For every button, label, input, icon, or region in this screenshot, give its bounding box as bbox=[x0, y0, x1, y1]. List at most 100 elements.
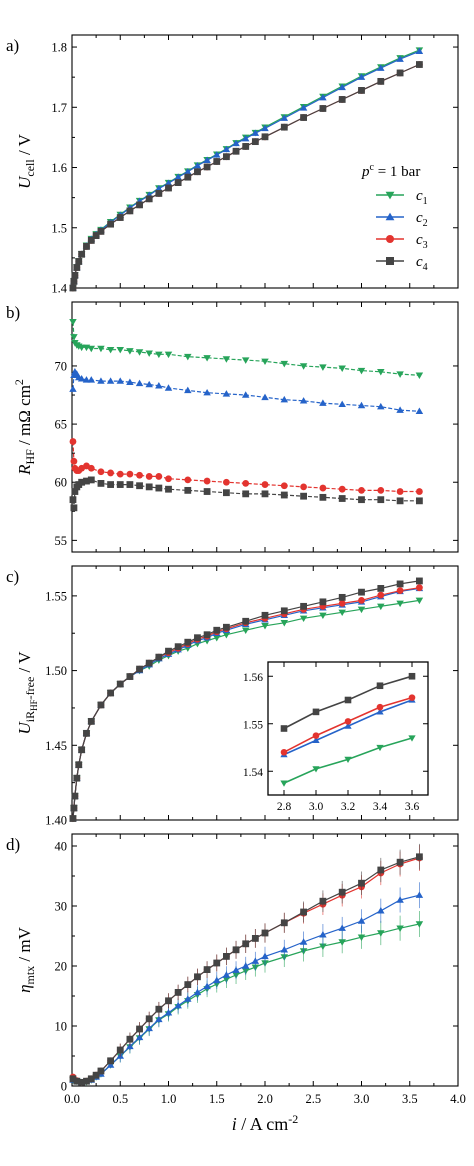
data-point-c4 bbox=[408, 672, 416, 680]
data-point-c4 bbox=[358, 496, 365, 504]
data-point-c4 bbox=[155, 1005, 163, 1013]
data-point-c4 bbox=[416, 577, 423, 585]
x-tick-label: 3.2 bbox=[341, 801, 356, 813]
data-point-c4 bbox=[338, 593, 346, 601]
data-point-c1 bbox=[319, 612, 327, 620]
text-run: 1 bbox=[423, 196, 428, 207]
data-point-c4 bbox=[194, 168, 201, 176]
data-point-c4 bbox=[377, 77, 385, 85]
data-point-c4 bbox=[223, 153, 230, 161]
data-point-c2 bbox=[213, 976, 221, 984]
panel-label: d) bbox=[6, 835, 20, 854]
data-point-c2 bbox=[415, 407, 424, 415]
data-point-c4 bbox=[251, 935, 259, 942]
y-tick-label: 55 bbox=[55, 534, 68, 548]
series-line-c1 bbox=[72, 321, 420, 376]
data-point-c4 bbox=[280, 123, 288, 131]
data-point-c4 bbox=[136, 665, 143, 673]
data-point-c2 bbox=[193, 161, 202, 169]
x-tick-label: 3.5 bbox=[402, 1092, 418, 1106]
y-tick-label: 0 bbox=[61, 1080, 67, 1094]
data-point-c1 bbox=[357, 606, 366, 614]
series-c3 bbox=[280, 694, 416, 756]
y-tick-label: 1.6 bbox=[51, 161, 67, 175]
data-point-c3 bbox=[338, 599, 346, 607]
legend-marker-c2 bbox=[385, 212, 395, 221]
data-point-c4 bbox=[416, 61, 423, 68]
data-point-c3 bbox=[261, 481, 269, 488]
data-point-c4 bbox=[107, 689, 114, 697]
data-point-c2 bbox=[312, 736, 320, 744]
series-c4 bbox=[69, 843, 423, 1086]
text-run: / mV bbox=[15, 926, 34, 965]
data-point-c4 bbox=[280, 919, 288, 927]
data-point-c4 bbox=[71, 488, 79, 495]
data-point-c4 bbox=[319, 493, 327, 501]
data-point-c4 bbox=[155, 484, 163, 492]
data-point-c4 bbox=[203, 631, 211, 639]
data-point-c1 bbox=[377, 930, 385, 937]
data-point-c4 bbox=[223, 953, 230, 960]
data-point-c1 bbox=[299, 615, 308, 623]
data-point-c3 bbox=[280, 482, 288, 490]
data-point-c4 bbox=[242, 143, 250, 150]
data-point-c4 bbox=[280, 725, 288, 732]
legend-label-c3: c3 bbox=[416, 232, 428, 251]
data-point-c1 bbox=[357, 934, 366, 941]
data-point-c3 bbox=[69, 438, 77, 445]
data-point-c3 bbox=[358, 596, 365, 604]
data-point-c4 bbox=[184, 981, 192, 988]
legend-label-c4: c4 bbox=[416, 254, 428, 273]
data-point-c2 bbox=[299, 938, 308, 945]
data-point-c1 bbox=[344, 756, 352, 764]
data-point-c4 bbox=[136, 482, 143, 490]
data-point-c2 bbox=[319, 931, 327, 938]
data-point-c4 bbox=[261, 133, 269, 141]
data-point-c1 bbox=[338, 609, 346, 617]
text-run: mtx bbox=[23, 966, 37, 985]
data-point-c4 bbox=[203, 966, 211, 973]
data-point-c2 bbox=[87, 376, 96, 383]
text-run: 2 bbox=[12, 379, 26, 385]
data-point-c4 bbox=[396, 580, 404, 588]
text-run: HF bbox=[23, 449, 37, 465]
data-point-c2 bbox=[344, 722, 352, 729]
data-point-c2 bbox=[241, 134, 250, 142]
data-point-c1 bbox=[106, 346, 115, 354]
data-point-c4 bbox=[261, 490, 269, 498]
data-point-c2 bbox=[377, 64, 385, 71]
data-point-c4 bbox=[184, 173, 192, 181]
text-run: c bbox=[416, 232, 423, 248]
data-point-c4 bbox=[213, 959, 221, 967]
data-point-c4 bbox=[73, 774, 81, 782]
x-tick-label: 3.4 bbox=[373, 801, 388, 813]
panel-b: 55 60 65 70 RHF / mΩ cm2 b) bbox=[6, 301, 459, 553]
y-tick-label: 70 bbox=[55, 359, 68, 373]
data-point-c4 bbox=[70, 277, 78, 285]
x-tick-label: 0.0 bbox=[64, 1092, 80, 1106]
data-point-c1 bbox=[396, 925, 404, 932]
data-point-c4 bbox=[396, 69, 404, 77]
data-point-c2 bbox=[116, 377, 124, 384]
data-point-c1 bbox=[87, 345, 96, 353]
y-axis-label: RHF / mΩ cm2 bbox=[12, 379, 37, 476]
data-point-c3 bbox=[203, 477, 211, 485]
data-point-c3 bbox=[116, 470, 124, 478]
text-run: / V bbox=[15, 651, 34, 677]
x-tick-label: 1.0 bbox=[161, 1092, 177, 1106]
data-point-c4 bbox=[145, 195, 153, 203]
data-point-c1 bbox=[261, 623, 269, 630]
data-point-c3 bbox=[70, 457, 78, 465]
data-point-c1 bbox=[222, 632, 231, 639]
data-point-c1 bbox=[415, 921, 424, 928]
data-point-c2 bbox=[241, 391, 250, 398]
data-point-c4 bbox=[261, 611, 269, 619]
data-point-c1 bbox=[299, 363, 308, 370]
data-point-c4 bbox=[165, 485, 172, 493]
data-point-c4 bbox=[69, 815, 77, 822]
data-point-c1 bbox=[415, 372, 424, 379]
data-point-c1 bbox=[203, 355, 211, 362]
data-point-c2 bbox=[396, 55, 404, 62]
data-point-c3 bbox=[376, 703, 384, 711]
data-point-c2 bbox=[135, 379, 144, 387]
